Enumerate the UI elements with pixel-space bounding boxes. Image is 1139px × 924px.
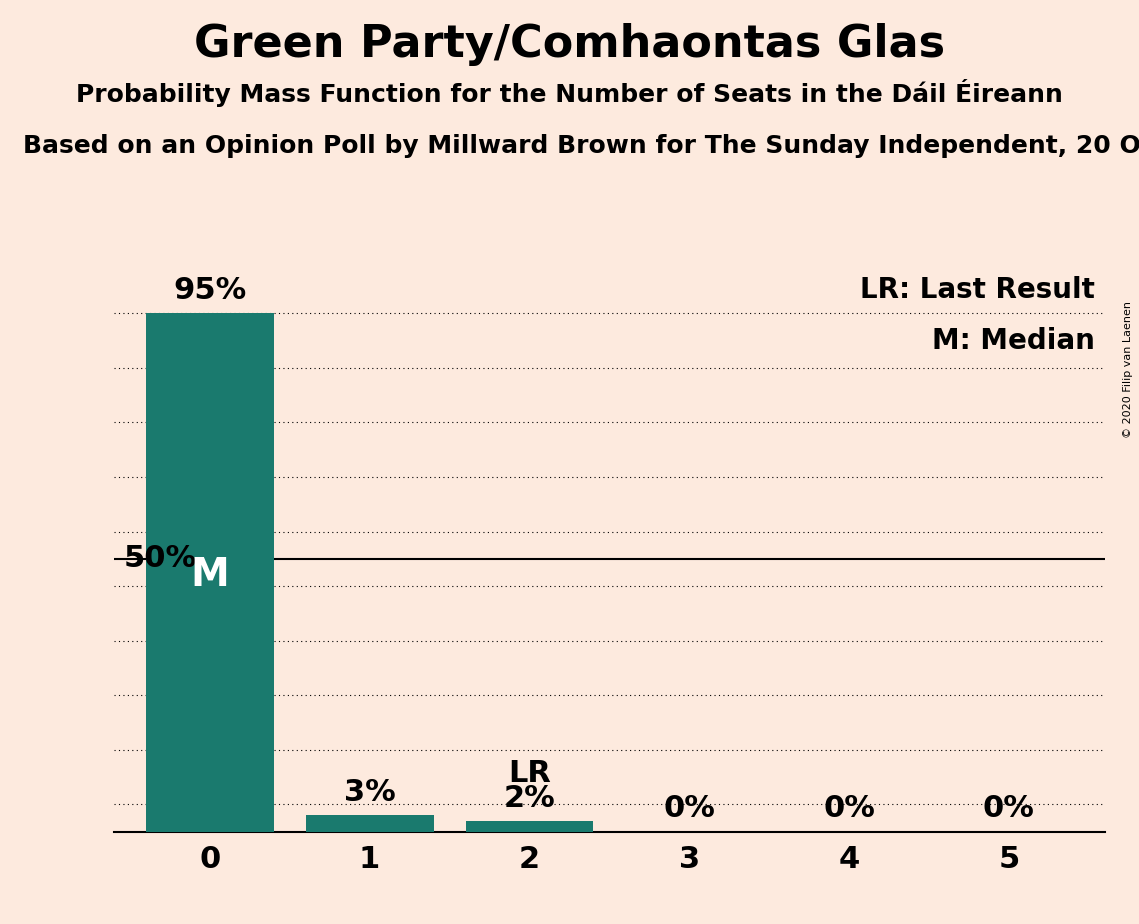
Text: Green Party/Comhaontas Glas: Green Party/Comhaontas Glas bbox=[194, 23, 945, 67]
Text: Probability Mass Function for the Number of Seats in the Dáil Éireann: Probability Mass Function for the Number… bbox=[76, 79, 1063, 106]
Bar bbox=[466, 821, 593, 832]
Bar bbox=[305, 815, 434, 832]
Text: 0%: 0% bbox=[983, 795, 1035, 823]
Bar bbox=[146, 313, 273, 832]
Text: 0%: 0% bbox=[663, 795, 715, 823]
Text: LR: Last Result: LR: Last Result bbox=[860, 276, 1095, 304]
Text: 3%: 3% bbox=[344, 778, 395, 807]
Text: M: Median: M: Median bbox=[932, 327, 1095, 356]
Text: Based on an Opinion Poll by Millward Brown for The Sunday Independent, 20 Octobe: Based on an Opinion Poll by Millward Bro… bbox=[23, 134, 1139, 158]
Text: 50%: 50% bbox=[124, 544, 197, 573]
Text: 2%: 2% bbox=[503, 784, 556, 812]
Text: LR: LR bbox=[508, 759, 551, 788]
Text: © 2020 Filip van Laenen: © 2020 Filip van Laenen bbox=[1123, 301, 1133, 438]
Text: M: M bbox=[190, 556, 229, 594]
Text: 95%: 95% bbox=[173, 276, 246, 305]
Text: 0%: 0% bbox=[823, 795, 875, 823]
